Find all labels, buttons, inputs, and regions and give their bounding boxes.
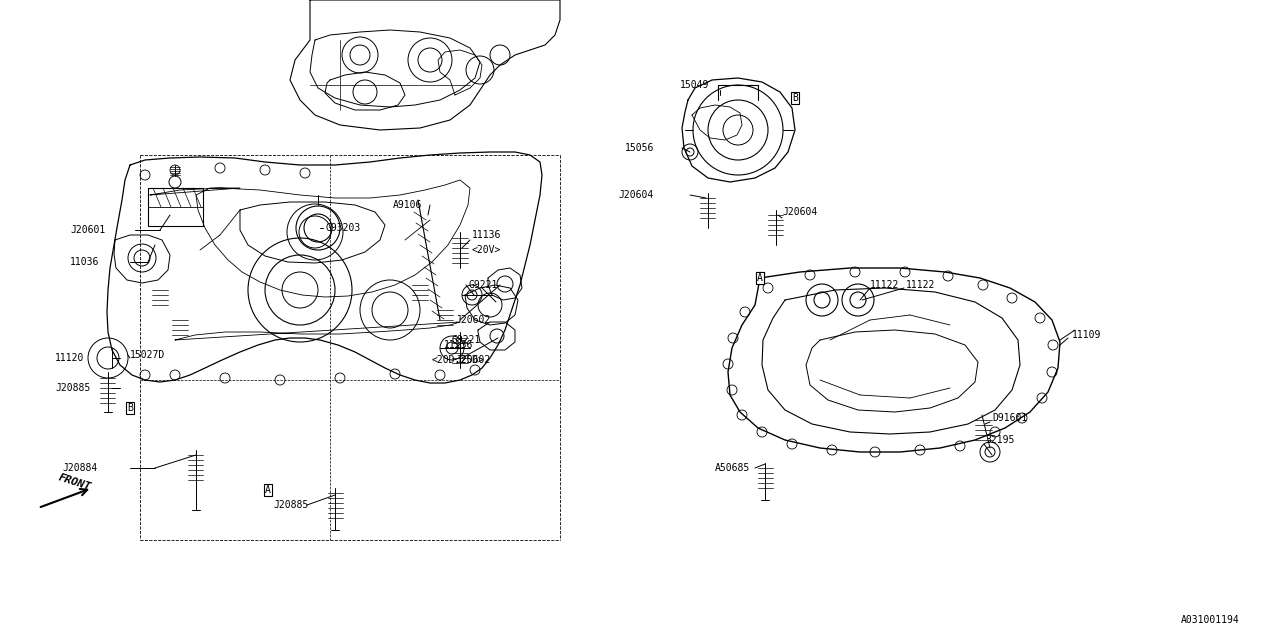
- Text: 32195: 32195: [986, 435, 1014, 445]
- Text: A: A: [756, 273, 763, 283]
- Text: G9221: G9221: [451, 335, 480, 345]
- Text: J20601: J20601: [70, 225, 105, 235]
- Text: 11109: 11109: [1073, 330, 1101, 340]
- Bar: [148, 188, 204, 226]
- Text: <20D,25D>: <20D,25D>: [433, 355, 485, 365]
- Text: J20602: J20602: [454, 355, 490, 365]
- Text: 15056: 15056: [625, 143, 654, 153]
- Text: A9106: A9106: [393, 200, 422, 210]
- Text: J20884: J20884: [61, 463, 97, 473]
- Text: 11122: 11122: [906, 280, 936, 290]
- Text: 11122: 11122: [870, 280, 900, 290]
- Text: G93203: G93203: [325, 223, 360, 233]
- Text: 15027D: 15027D: [131, 350, 165, 360]
- Text: A: A: [756, 273, 763, 283]
- Text: J20604: J20604: [782, 207, 817, 217]
- Text: 15049: 15049: [680, 80, 709, 90]
- Text: A: A: [265, 485, 271, 495]
- Text: FRONT: FRONT: [58, 472, 92, 492]
- Text: J20885: J20885: [273, 500, 308, 510]
- Text: 11136: 11136: [444, 340, 474, 350]
- Text: <20V>: <20V>: [472, 245, 502, 255]
- Text: J20602: J20602: [454, 315, 490, 325]
- Text: B: B: [127, 403, 133, 413]
- Text: J20604: J20604: [618, 190, 653, 200]
- Text: G9221: G9221: [468, 280, 498, 290]
- Text: 11120: 11120: [55, 353, 84, 363]
- Text: 11136: 11136: [472, 230, 502, 240]
- Text: D91601: D91601: [992, 413, 1028, 423]
- Text: J20885: J20885: [55, 383, 91, 393]
- Text: A50685: A50685: [716, 463, 750, 473]
- Text: 11036: 11036: [70, 257, 100, 267]
- Text: B: B: [792, 93, 797, 103]
- Text: A031001194: A031001194: [1181, 615, 1240, 625]
